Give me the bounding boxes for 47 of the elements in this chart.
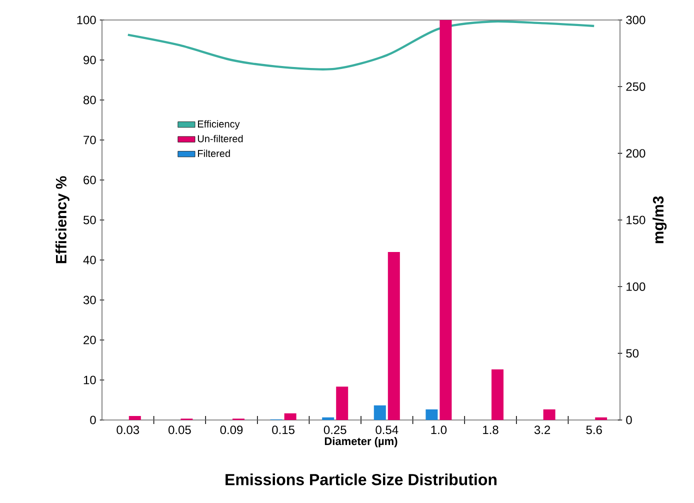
y2-tick-label: 300	[626, 16, 646, 24]
x-axis-title: Diameter (µm)	[324, 437, 398, 448]
y2-tick-label: 100	[626, 282, 646, 291]
y-tick-label: 100	[77, 16, 96, 24]
y-tick-label: 80	[84, 96, 96, 104]
bar	[595, 417, 608, 420]
y-tick-label: 90	[84, 56, 96, 64]
x-tick-label: 5.6	[586, 426, 602, 434]
y-tick-label: 0	[90, 416, 96, 424]
x-tick-label: 0.09	[220, 426, 243, 434]
bar	[440, 20, 452, 420]
legend-label: Efficiency	[198, 120, 240, 130]
y2-tick-label: 250	[626, 82, 646, 91]
bar	[322, 417, 334, 420]
y2-tick-label: 150	[626, 216, 646, 224]
bar	[374, 405, 386, 420]
bar	[388, 252, 400, 420]
bar	[128, 416, 141, 420]
legend-label: Un-filtered	[198, 134, 243, 142]
legend-label: Filtered	[198, 150, 230, 158]
bar	[336, 386, 348, 420]
x-tick-label: 0.05	[168, 426, 191, 434]
y2-tick-label: 50	[626, 349, 639, 358]
x-tick-label: 1.8	[483, 426, 498, 434]
x-tick-label: 1.0	[431, 426, 447, 434]
bar	[492, 369, 504, 420]
bar	[426, 409, 438, 420]
y-axis-title: Efficiency %	[55, 176, 70, 264]
x-tick-label: 0.25	[324, 426, 346, 434]
text: Emissions Particle Size Distribution	[226, 474, 496, 486]
x-tick-label: 0.54	[376, 426, 398, 434]
y-tick-label: 60	[84, 176, 96, 184]
bar	[543, 409, 556, 420]
x-tick-label: 0.15	[272, 426, 294, 434]
y2-axis-title: mg/m3	[652, 196, 667, 244]
y-tick-label: 70	[84, 136, 96, 144]
x-tick-label: 3.2	[534, 426, 550, 434]
bar	[284, 413, 296, 420]
y2-tick-label: 0	[626, 416, 632, 424]
x-tick-label: 0.03	[116, 426, 140, 434]
y-tick-label: 10	[84, 376, 96, 384]
y-tick-label: 40	[83, 256, 96, 264]
y2-tick-label: 200	[626, 149, 646, 158]
y-tick-label: 20	[84, 336, 96, 344]
y-tick-label: 30	[83, 296, 96, 304]
y-tick-label: 50	[83, 216, 96, 224]
line-series	[126, 20, 596, 71]
